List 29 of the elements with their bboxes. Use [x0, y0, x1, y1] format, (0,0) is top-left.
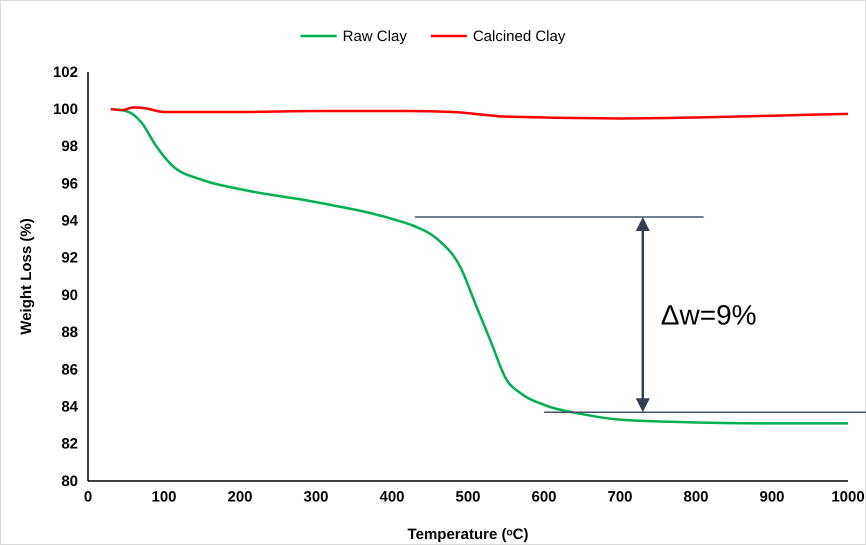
- x-tick-label: 600: [531, 488, 557, 506]
- y-tick-label: 92: [61, 250, 78, 267]
- x-tick-label: 1000: [831, 488, 865, 506]
- x-tick-label: 500: [455, 488, 481, 506]
- x-tick-label: 900: [759, 488, 785, 506]
- y-axis-title: Weight Loss (%): [18, 218, 35, 335]
- y-tick-label: 88: [61, 324, 78, 342]
- legend-label: Calcined Clay: [472, 28, 566, 45]
- y-tick-label: 82: [61, 436, 78, 453]
- x-tick-label: 300: [303, 488, 329, 506]
- legend-label: Raw Clay: [342, 28, 408, 45]
- x-tick-label: 400: [379, 488, 405, 506]
- line-series: [110, 106, 850, 120]
- y-tick-label: 84: [61, 398, 79, 416]
- y-tick-label: 90: [61, 286, 78, 304]
- y-tick-label: 102: [52, 64, 78, 81]
- y-tick-label: 98: [61, 138, 78, 156]
- y-tick-label: 100: [52, 100, 78, 118]
- x-tick-label: 700: [607, 488, 633, 506]
- x-tick-label: 800: [683, 488, 709, 506]
- x-tick-label: 200: [227, 488, 253, 506]
- y-tick-label: 86: [61, 361, 78, 378]
- y-tick-label: 94: [61, 212, 79, 230]
- annotation: Δw=9%: [660, 300, 757, 331]
- x-axis-title: Temperature (ᵒC): [408, 526, 528, 543]
- y-tick-label: 96: [61, 175, 78, 192]
- y-tick-label: 80: [61, 472, 78, 490]
- x-tick-label: 0: [84, 488, 92, 506]
- x-tick-label: 100: [151, 488, 177, 506]
